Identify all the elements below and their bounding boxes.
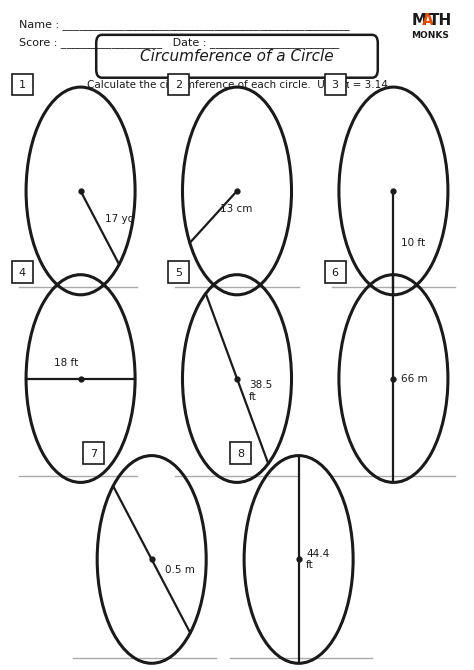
Text: Calculate the circumference of each circle.  Use  π = 3.14: Calculate the circumference of each circ…	[87, 80, 387, 90]
Text: 4: 4	[18, 268, 26, 277]
Text: 0.5 m: 0.5 m	[165, 565, 195, 575]
Text: 5: 5	[175, 268, 182, 277]
Text: Name : ___________________________________________________: Name : _________________________________…	[19, 19, 349, 29]
FancyBboxPatch shape	[96, 35, 378, 78]
Text: 2: 2	[175, 80, 182, 90]
FancyBboxPatch shape	[12, 74, 33, 95]
Text: MONKS: MONKS	[411, 31, 449, 40]
Text: 13 cm: 13 cm	[220, 204, 252, 214]
FancyBboxPatch shape	[168, 261, 189, 283]
Text: 8: 8	[237, 449, 244, 458]
Text: 7: 7	[90, 449, 97, 458]
FancyBboxPatch shape	[325, 261, 346, 283]
FancyBboxPatch shape	[83, 442, 104, 464]
Text: 6: 6	[332, 268, 338, 277]
Text: 38.5
ft: 38.5 ft	[249, 381, 272, 402]
Text: 44.4
ft: 44.4 ft	[306, 549, 329, 570]
Text: M: M	[411, 13, 427, 28]
Text: 3: 3	[332, 80, 338, 90]
Text: 1: 1	[19, 80, 26, 90]
FancyBboxPatch shape	[325, 74, 346, 95]
FancyBboxPatch shape	[230, 442, 251, 464]
Text: A: A	[422, 13, 434, 28]
Text: 66 m: 66 m	[401, 374, 428, 383]
FancyBboxPatch shape	[168, 74, 189, 95]
Text: Circumference of a Circle: Circumference of a Circle	[140, 49, 334, 64]
Text: 10 ft: 10 ft	[401, 238, 425, 248]
Text: 17 yd: 17 yd	[105, 214, 134, 224]
Text: Score : __________________   Date : _______________________: Score : __________________ Date : ______…	[19, 37, 339, 48]
Text: TH: TH	[429, 13, 452, 28]
FancyBboxPatch shape	[12, 261, 33, 283]
Text: 18 ft: 18 ft	[54, 358, 79, 368]
